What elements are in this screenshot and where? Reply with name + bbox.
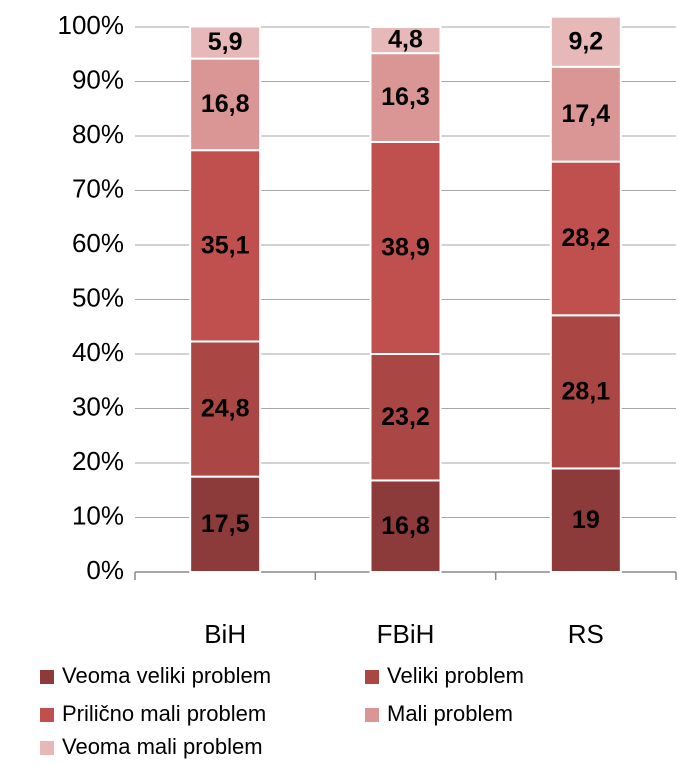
y-tick-label: 70% — [72, 173, 124, 203]
bar-segment — [189, 149, 262, 343]
data-label: 5,9 — [208, 28, 243, 56]
bar-segment — [369, 26, 442, 55]
x-tick-label: FBiH — [377, 619, 435, 649]
bar-segment — [369, 140, 442, 355]
y-tick-label: 80% — [72, 119, 124, 149]
data-label: 9,2 — [568, 27, 603, 55]
data-label: 19 — [572, 506, 600, 534]
bar-segment — [369, 479, 442, 573]
bar-segment — [189, 475, 262, 573]
legend-swatch — [40, 670, 54, 684]
bar-segment — [549, 15, 622, 68]
bar-segment — [189, 25, 262, 60]
x-tick-label: RS — [568, 619, 604, 649]
legend-label: Veoma mali problem — [62, 734, 263, 759]
y-tick-label: 100% — [58, 10, 125, 40]
data-label: 17,5 — [201, 510, 250, 538]
data-label: 16,3 — [381, 83, 430, 111]
legend-swatch — [40, 708, 54, 722]
data-label: 38,9 — [381, 234, 430, 262]
bar-segment — [549, 314, 622, 470]
bar-segment — [189, 57, 262, 152]
legend-swatch — [365, 708, 379, 722]
y-tick-label: 60% — [72, 228, 124, 258]
x-tick-label: BiH — [204, 619, 246, 649]
legend-label: Mali problem — [387, 701, 513, 726]
y-tick-label: 90% — [72, 64, 124, 94]
y-tick-label: 0% — [86, 555, 124, 585]
y-tick-label: 30% — [72, 391, 124, 421]
data-label: 35,1 — [201, 231, 250, 259]
bar-segment — [189, 340, 262, 478]
bar-segment — [549, 160, 622, 317]
bar-segment — [369, 52, 442, 143]
y-tick-label: 40% — [72, 337, 124, 367]
y-tick-label: 50% — [72, 282, 124, 312]
data-label: 16,8 — [201, 90, 250, 118]
data-label: 16,8 — [381, 512, 430, 540]
data-label: 4,8 — [388, 26, 423, 54]
data-label: 24,8 — [201, 395, 250, 423]
y-tick-label: 10% — [72, 500, 124, 530]
bar-segment — [549, 65, 622, 163]
data-label: 17,4 — [561, 100, 610, 128]
legend-swatch — [40, 741, 54, 755]
legend-label: Veoma veliki problem — [62, 663, 271, 688]
data-label: 23,2 — [381, 403, 430, 431]
legend-swatch — [365, 670, 379, 684]
y-tick-label: 20% — [72, 446, 124, 476]
legend-label: Veliki problem — [387, 663, 524, 688]
data-label: 28,2 — [561, 224, 610, 252]
legend-label: Prilično mali problem — [62, 701, 266, 726]
data-label: 28,1 — [561, 377, 610, 405]
